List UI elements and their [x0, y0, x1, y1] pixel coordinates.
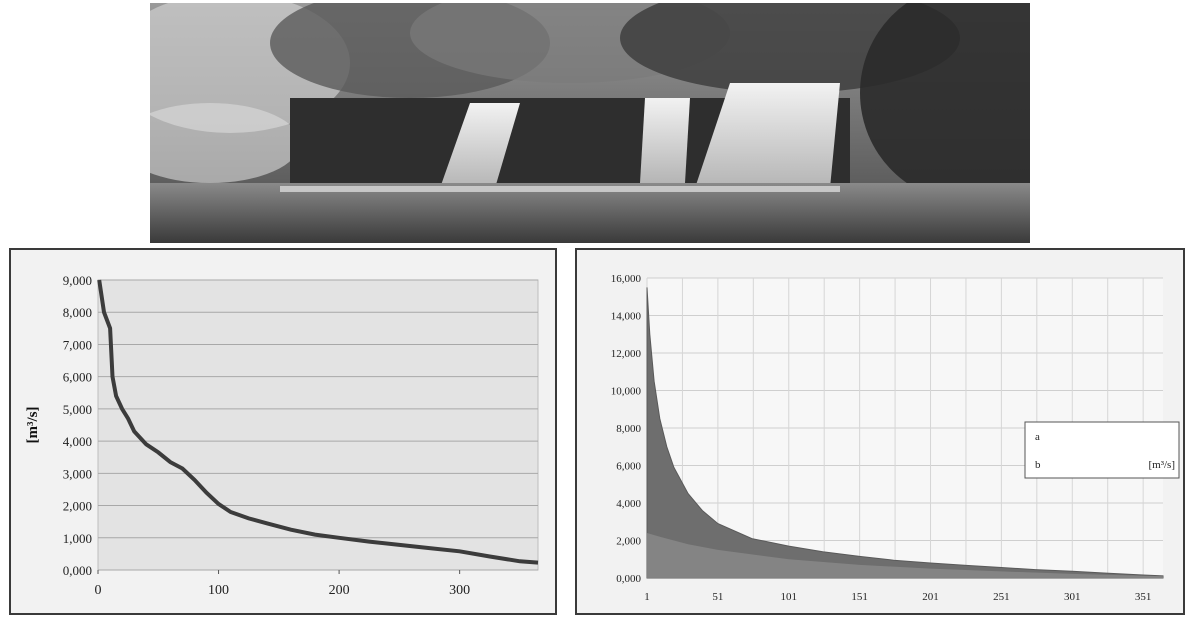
legend-key-a: a	[1035, 431, 1040, 443]
y-tick-label: 4,000	[616, 498, 641, 510]
y-tick-label: 3,000	[63, 466, 92, 481]
x-tick-label: 0	[95, 583, 102, 598]
x-tick-label: 351	[1135, 591, 1152, 603]
y-tick-label: 12,000	[611, 348, 642, 360]
flow-duration-area-chart: 0,000 2,000 4,000 6,000 8,000 10,000 12,000 14,…	[575, 248, 1185, 615]
y-tick-label: 14,000	[611, 311, 642, 323]
x-tick-label: 300	[449, 583, 470, 598]
waterfall-photo	[150, 3, 1030, 243]
y-tick-label: 6,000	[63, 370, 92, 385]
legend-unit-b: [m³/s]	[1148, 459, 1175, 471]
y-tick-label: 16,000	[611, 273, 642, 285]
plot-area	[97, 279, 539, 571]
x-tick-label: 201	[922, 591, 939, 603]
y-axis-label: [m³/s]	[25, 407, 41, 444]
flow-duration-line-chart: 0,000 1,000 2,000 3,000 4,000 5,000 6,000 7,000…	[9, 248, 557, 615]
y-tick-label: 5,000	[63, 402, 92, 417]
y-tick-label: 8,000	[616, 423, 641, 435]
line-chart-svg: 0,000 1,000 2,000 3,000 4,000 5,000 6,000 7,000…	[25, 273, 539, 598]
y-tick-label: 6,000	[616, 461, 641, 473]
y-tick-label: 2,000	[63, 499, 92, 514]
y-tick-label: 0,000	[63, 563, 92, 578]
series-line	[97, 279, 539, 565]
x-tick-label: 301	[1064, 591, 1081, 603]
x-tick-label: 200	[329, 583, 350, 598]
y-tick-label: 8,000	[63, 305, 92, 320]
legend-key-b: b	[1035, 459, 1041, 471]
y-tick-label: 4,000	[63, 434, 92, 449]
x-tick-label: 1	[644, 591, 650, 603]
y-tick-label: 2,000	[616, 536, 641, 548]
x-tick-label: 100	[208, 583, 229, 598]
y-tick-label: 0,000	[616, 573, 641, 585]
x-tick-label: 51	[712, 591, 723, 603]
y-tick-label: 9,000	[63, 273, 92, 288]
y-tick-label: 10,000	[611, 386, 642, 398]
area-chart-svg: 0,000 2,000 4,000 6,000 8,000 10,000 12,000 14,…	[611, 273, 1180, 603]
y-tick-label: 1,000	[63, 531, 92, 546]
x-tick-label: 251	[993, 591, 1010, 603]
legend: a b [m³/s]	[1024, 421, 1180, 479]
y-tick-label: 7,000	[63, 337, 92, 352]
x-tick-label: 151	[851, 591, 868, 603]
series-area-b	[647, 533, 1163, 578]
x-tick-label: 101	[781, 591, 798, 603]
